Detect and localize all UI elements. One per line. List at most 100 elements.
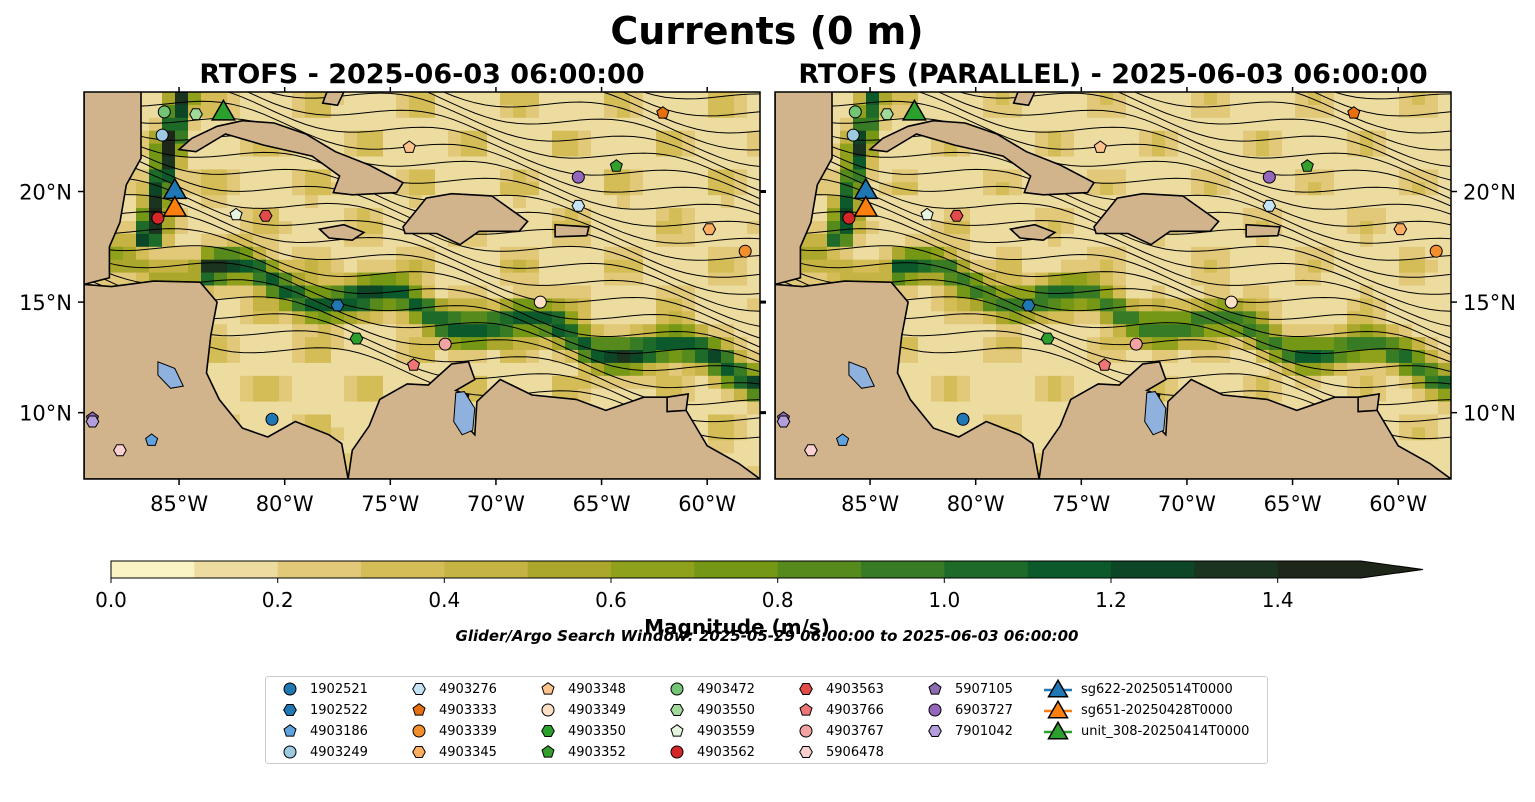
legend-marker-icon <box>412 703 426 716</box>
right-panel-title: RTOFS (PARALLEL) - 2025-06-03 06:00:00 <box>798 59 1427 90</box>
legend-item-4903472: 4903472 <box>665 680 755 698</box>
lakes <box>157 361 476 436</box>
legend-item-4903563: 4903563 <box>794 680 884 698</box>
colorbar-bin <box>611 561 695 578</box>
legend-item-4903348: 4903348 <box>536 680 626 698</box>
colorbar-frame <box>110 560 1424 579</box>
legend-marker-icon <box>283 724 297 737</box>
colorbar-extend-arrow <box>1361 561 1423 578</box>
marker-4903559 <box>229 207 243 221</box>
map-frame <box>83 91 761 480</box>
colorbar-tick-label: 1.2 <box>1095 588 1127 612</box>
land-cuba <box>177 119 405 196</box>
y-tick-label: 15°N <box>19 291 72 315</box>
x-tick-label: 70°W <box>1158 492 1216 516</box>
colorbar-bin <box>777 561 862 578</box>
legend-label: 4903562 <box>697 744 755 760</box>
lakes <box>848 361 1167 436</box>
land-cuba <box>868 119 1096 196</box>
legend-marker-icon <box>928 703 942 717</box>
colorbar-bin <box>1194 561 1279 578</box>
x-tick-label: 75°W <box>361 492 419 516</box>
legend-item-4903350: 4903350 <box>536 722 626 740</box>
map-frame <box>774 91 1452 480</box>
marker-sg651-20250428T0000 <box>853 195 879 217</box>
marker-6903727 <box>571 170 585 184</box>
left-panel-title: RTOFS - 2025-06-03 06:00:00 <box>199 59 644 90</box>
legend-label: 4903249 <box>310 744 368 760</box>
land-jamaica <box>1008 223 1057 242</box>
y-tick-label: 20°N <box>1463 181 1516 205</box>
lake-nicaragua <box>848 361 876 389</box>
colorbar-bin <box>277 561 362 578</box>
legend-label: 4903349 <box>568 702 626 718</box>
colorbar-bin <box>1277 561 1362 578</box>
lake-maracaibo <box>453 391 476 436</box>
legend-marker-icon <box>928 682 942 695</box>
marker-1902522 <box>1021 299 1036 312</box>
marker-4903766 <box>1098 358 1112 371</box>
land-trinidad <box>666 392 690 413</box>
colorbar-bin <box>194 561 279 578</box>
legend-label: unit_308-20250414T0000 <box>1081 723 1250 739</box>
left-map-panel: 85°W 80°W 75°W 70°W 65°W 60°W 10°N 15°N 20°N <box>19 87 766 516</box>
figure-suptitle: Currents (0 m) <box>610 9 923 53</box>
legend-label: 4903339 <box>439 723 497 739</box>
x-tick-label: 80°W <box>947 492 1005 516</box>
legend-item-5906478: 5906478 <box>794 743 884 761</box>
legend-label: 1902522 <box>310 702 368 718</box>
search-window-text: Glider/Argo Search Window: 2025-05-29 06… <box>456 627 1079 645</box>
marker-4903563 <box>258 209 273 222</box>
legend-label: sg622-20250514T0000 <box>1081 681 1233 697</box>
marker-4903563 <box>949 209 964 222</box>
legend-item-4903562: 4903562 <box>665 743 755 761</box>
legend-marker-icon <box>541 745 555 758</box>
land-trinidad <box>1357 392 1381 413</box>
land-masses <box>84 92 760 479</box>
legend-item-4903550: 4903550 <box>665 701 755 719</box>
land-hispaniola <box>1093 192 1220 246</box>
land-yucatan <box>84 92 142 286</box>
legend-item-4903249: 4903249 <box>278 743 368 761</box>
legend-item-6903727: 6903727 <box>923 701 1013 719</box>
legend-label: 6903727 <box>955 702 1013 718</box>
legend-label: sg651-20250428T0000 <box>1081 702 1233 718</box>
legend-item-4903186: 4903186 <box>278 722 368 740</box>
magnitude-colorbar: 0.0 0.2 0.4 0.6 0.8 1.0 1.2 1.4 <box>95 560 1424 612</box>
legend-item-sg651-20250428T0000: sg651-20250428T0000 <box>1043 699 1233 719</box>
marker-6903727 <box>1262 170 1276 184</box>
x-tick-label: 65°W <box>573 492 631 516</box>
legend-label: 4903276 <box>439 681 497 697</box>
marker-4903345 <box>1393 223 1408 236</box>
legend-label: 4903186 <box>310 723 368 739</box>
legend-marker-icon <box>799 724 813 738</box>
legend-label: 4903350 <box>568 723 626 739</box>
colorbar-bin <box>1111 561 1195 578</box>
land-bahamas1 <box>1012 92 1036 107</box>
y-tick-label: 10°N <box>19 402 72 426</box>
legend-item-4903333: 4903333 <box>407 701 497 719</box>
legend-label: 4903352 <box>568 744 626 760</box>
legend-label: 5907105 <box>955 681 1013 697</box>
colorbar-label: Magnitude (m/s) <box>644 615 830 639</box>
marker-7901042 <box>776 415 791 428</box>
marker-4903472 <box>157 105 171 119</box>
legend-marker-icon <box>799 746 813 758</box>
marker-4903349 <box>1224 295 1238 309</box>
x-tick-label: 80°W <box>256 492 314 516</box>
marker-4903550 <box>189 108 203 121</box>
x-tick-label: 75°W <box>1052 492 1110 516</box>
legend-item-4903276: 4903276 <box>407 680 497 698</box>
marker-1902521 <box>956 412 970 426</box>
marker-5906478 <box>113 444 127 457</box>
legend-item-unit_308-20250414T0000: unit_308-20250414T0000 <box>1043 720 1250 740</box>
legend-label: 5906478 <box>826 744 884 760</box>
legend-marker-icon <box>799 683 813 695</box>
land-central <box>775 280 1040 479</box>
y-tick-label: 20°N <box>19 181 72 205</box>
colorbar-tick-label: 0.8 <box>762 588 794 612</box>
marker-sg651-20250428T0000 <box>162 195 188 217</box>
marker-4903550 <box>880 108 894 121</box>
legend-marker-icon <box>1044 678 1072 698</box>
legend-label: 4903345 <box>439 744 497 760</box>
